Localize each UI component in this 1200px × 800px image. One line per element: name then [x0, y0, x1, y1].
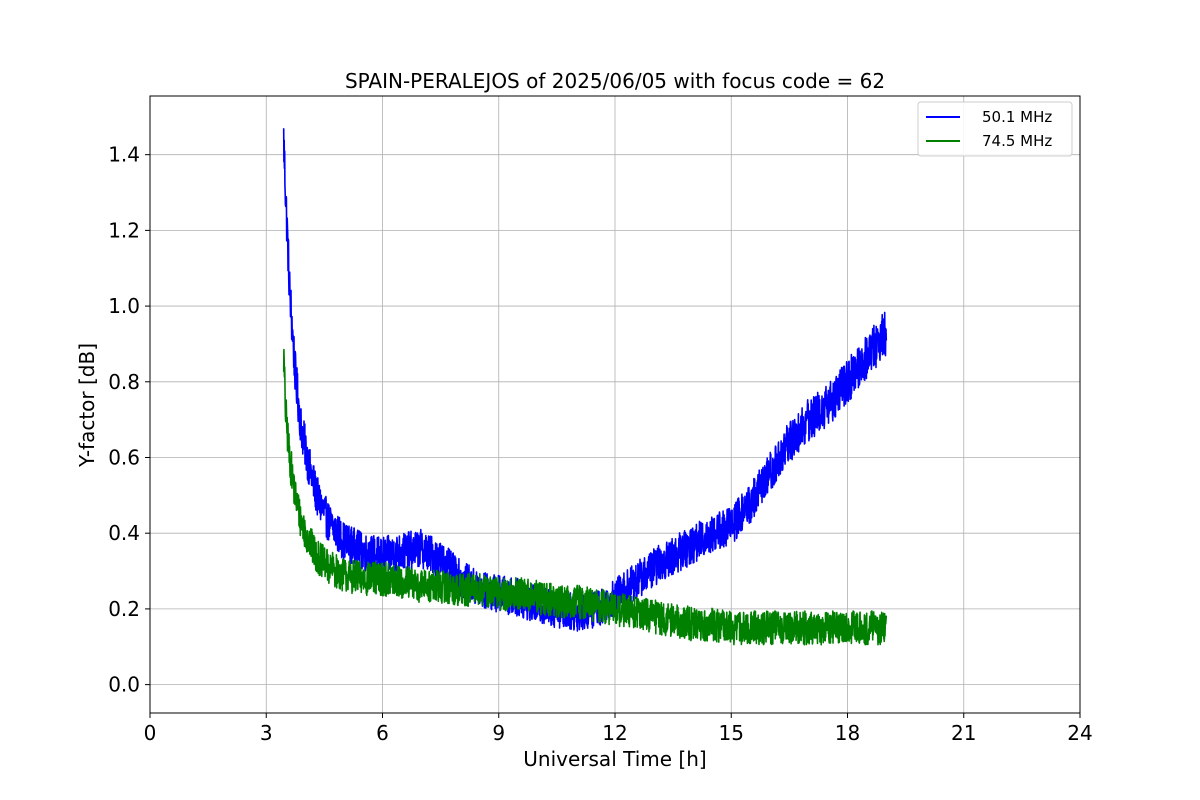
x-tick-label: 6: [376, 721, 389, 745]
y-tick-label: 1.2: [108, 218, 140, 242]
x-tick-label: 12: [602, 721, 627, 745]
x-tick-label: 24: [1067, 721, 1092, 745]
x-tick-label: 3: [260, 721, 273, 745]
legend-label-74-5-mhz: 74.5 MHz: [982, 132, 1052, 150]
y-tick-label: 1.0: [108, 294, 140, 318]
series-line-74-5-mhz: [282, 348, 888, 646]
y-tick-label: 0.0: [108, 673, 140, 697]
y-tick-label: 0.2: [108, 597, 140, 621]
x-tick-label: 15: [719, 721, 744, 745]
x-tick-label: 18: [835, 721, 860, 745]
x-tick-label: 9: [492, 721, 505, 745]
x-tick-label: 21: [951, 721, 976, 745]
ticks: 0 3 6 9 12 15 18 21 24 0.0 0.2 0.4 0.6 0.8 1.0 1.2 1.4: [108, 143, 1093, 745]
legend-label-50-1-mhz: 50.1 MHz: [982, 108, 1052, 126]
series-layer: [282, 128, 888, 646]
y-tick-label: 0.6: [108, 445, 140, 469]
chart-title: SPAIN-PERALEJOS of 2025/06/05 with focus…: [345, 69, 885, 93]
x-axis-label: Universal Time [h]: [523, 747, 706, 771]
y-tick-label: 1.4: [108, 143, 140, 167]
series-line-50-1-mhz: [282, 128, 888, 632]
y-tick-label: 0.8: [108, 370, 140, 394]
x-tick-label: 0: [144, 721, 157, 745]
y-axis-label: Y-factor [dB]: [75, 343, 99, 468]
legend-box: [917, 101, 1073, 157]
y-tick-label: 0.4: [108, 521, 140, 545]
legend: 50.1 MHz 74.5 MHz: [917, 101, 1073, 157]
